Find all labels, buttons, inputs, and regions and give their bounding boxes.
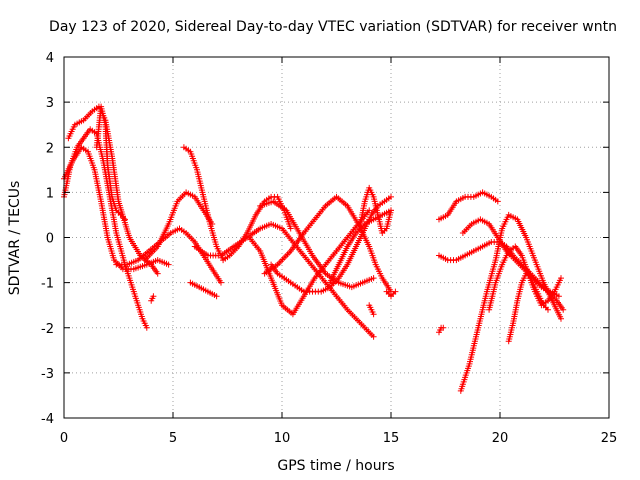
x-tick-label: 25 bbox=[601, 431, 618, 446]
series-markers bbox=[257, 198, 377, 291]
series-sat-m bbox=[357, 184, 394, 236]
series-sat-q bbox=[457, 211, 564, 394]
plus-marker-set bbox=[187, 279, 220, 300]
series-frag-3 bbox=[366, 302, 377, 318]
series-frag-2 bbox=[187, 279, 220, 300]
series-sat-d bbox=[93, 103, 128, 223]
y-tick-labels: 4 3 2 1 0 -1 -2 -3 -4 bbox=[41, 51, 54, 427]
series-markers bbox=[93, 103, 128, 223]
plus-marker-set bbox=[505, 270, 551, 345]
series-sat-g bbox=[180, 144, 294, 264]
series-frag-1 bbox=[148, 293, 157, 304]
plus-marker-set bbox=[93, 103, 128, 223]
x-tick-label: 5 bbox=[169, 431, 177, 446]
series-markers bbox=[187, 279, 220, 300]
series-sat-t bbox=[505, 270, 551, 345]
x-axis-label: GPS time / hours bbox=[277, 458, 394, 474]
series-sat-f bbox=[141, 189, 216, 264]
y-tick-label: 4 bbox=[46, 51, 54, 66]
y-tick-label: 3 bbox=[46, 96, 54, 111]
series-sat-o bbox=[436, 189, 501, 223]
y-tick-label: 0 bbox=[46, 232, 54, 247]
series-sat-b bbox=[61, 144, 172, 273]
y-tick-label: 1 bbox=[46, 186, 54, 201]
plus-marker-set bbox=[327, 207, 394, 286]
plus-marker-set bbox=[141, 189, 216, 264]
series-sat-k bbox=[257, 198, 377, 291]
plus-marker-set bbox=[357, 184, 394, 236]
series-frag-5 bbox=[383, 288, 399, 300]
series-frag-4 bbox=[436, 324, 447, 336]
y-tick-label: 2 bbox=[46, 141, 54, 156]
x-tick-label: 10 bbox=[274, 431, 291, 446]
plus-marker-set bbox=[436, 324, 447, 336]
x-tick-labels: 0 5 10 15 20 25 bbox=[60, 431, 617, 446]
x-tick-label: 20 bbox=[492, 431, 509, 446]
chart-title: Day 123 of 2020, Sidereal Day-to-day VTE… bbox=[49, 19, 617, 35]
series-markers bbox=[141, 189, 216, 264]
series-markers bbox=[366, 302, 377, 318]
series-markers bbox=[505, 270, 551, 345]
y-tick-label: -1 bbox=[41, 277, 54, 292]
plus-marker-set bbox=[436, 189, 501, 223]
x-tick-label: 15 bbox=[383, 431, 400, 446]
series-markers bbox=[327, 207, 394, 286]
series-markers bbox=[436, 189, 501, 223]
x-tick-label: 0 bbox=[60, 431, 68, 446]
y-axis-label: SDTVAR / TECUs bbox=[7, 181, 23, 296]
series-markers bbox=[357, 184, 394, 236]
data-series bbox=[61, 103, 567, 394]
series-markers bbox=[383, 288, 399, 300]
axis-ticks bbox=[63, 56, 610, 419]
y-tick-label: -4 bbox=[41, 412, 54, 427]
series-markers bbox=[436, 324, 447, 336]
series-markers bbox=[148, 293, 157, 304]
series-sat-i bbox=[246, 207, 373, 318]
plus-marker-set bbox=[383, 288, 399, 300]
plus-marker-set bbox=[257, 198, 377, 291]
plus-marker-set bbox=[366, 302, 377, 318]
plus-marker-set bbox=[148, 293, 157, 304]
series-sat-n bbox=[327, 207, 394, 286]
y-tick-label: -2 bbox=[41, 322, 54, 337]
y-tick-label: -3 bbox=[41, 367, 54, 382]
